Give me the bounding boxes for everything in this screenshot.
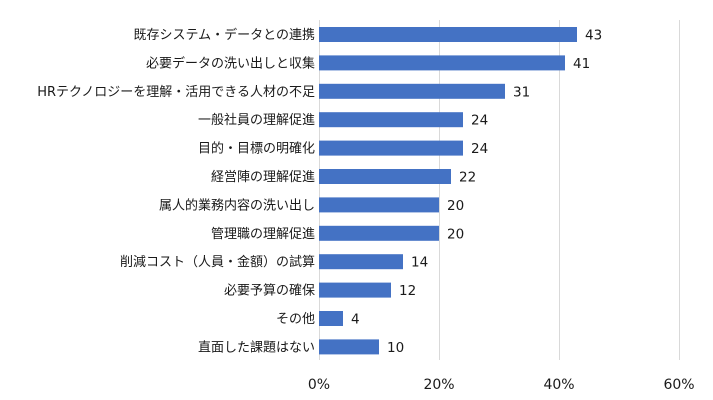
value-labels: 43 41 31 24 24 22 20 20 14 12 4 10 <box>351 28 602 356</box>
bars <box>319 27 577 355</box>
bar-4 <box>319 140 463 156</box>
value-label-11: 10 <box>387 340 404 356</box>
category-label-4: 目的・目標の明確化 <box>198 141 315 157</box>
bar-0 <box>319 27 577 42</box>
category-label-0: 既存システム・データとの連携 <box>134 27 315 43</box>
bar-3 <box>319 112 463 128</box>
value-label-2: 31 <box>513 84 530 100</box>
x-tick-label-1: 20% <box>423 377 454 393</box>
bar-2 <box>319 83 505 99</box>
category-label-7: 管理職の理解促進 <box>211 227 315 242</box>
category-label-1: 必要データの洗い出しと収集 <box>146 55 315 71</box>
x-tick-label-3: 60% <box>663 377 694 393</box>
bar-9 <box>319 282 391 298</box>
category-label-8: 削減コスト（人員・金額）の試算 <box>120 254 315 270</box>
value-label-10: 4 <box>351 312 360 328</box>
bar-7 <box>319 225 439 241</box>
value-label-8: 14 <box>411 255 428 271</box>
value-label-7: 20 <box>447 226 464 242</box>
bar-10 <box>319 311 343 326</box>
category-label-3: 一般社員の理解促進 <box>198 112 315 128</box>
value-label-6: 20 <box>447 198 464 214</box>
x-tick-labels: 0% 20% 40% 60% <box>308 377 695 393</box>
gridlines <box>319 20 680 360</box>
category-label-9: 必要予算の確保 <box>224 283 315 299</box>
bar-1 <box>319 55 565 71</box>
value-label-9: 12 <box>399 283 416 299</box>
category-label-10: その他 <box>276 312 315 327</box>
value-label-5: 22 <box>459 170 476 186</box>
value-label-0: 43 <box>585 28 602 44</box>
value-label-1: 41 <box>573 56 590 72</box>
bar-11 <box>319 339 379 355</box>
x-tick-label-2: 40% <box>543 377 574 393</box>
bar-8 <box>319 254 403 270</box>
value-label-4: 24 <box>471 141 488 157</box>
category-label-6: 属人的業務内容の洗い出し <box>159 197 315 213</box>
bar-6 <box>319 197 439 213</box>
category-label-5: 経営陣の理解促進 <box>211 170 315 185</box>
category-label-2: HRテクノロジーを理解・活用できる人材の不足 <box>37 85 315 100</box>
value-label-3: 24 <box>471 113 488 129</box>
x-tick-label-0: 0% <box>308 377 330 393</box>
bar-5 <box>319 169 451 184</box>
category-label-11: 直面した課題はない <box>198 339 315 355</box>
